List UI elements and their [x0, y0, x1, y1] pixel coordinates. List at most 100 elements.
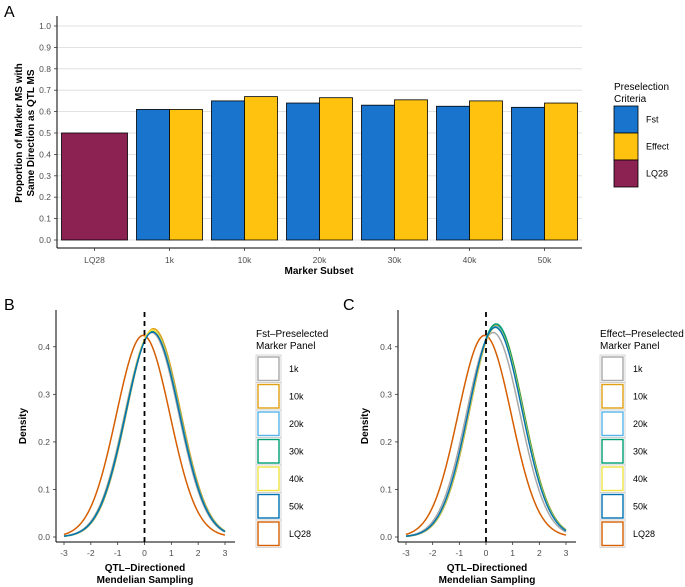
panel-a-y-tick-label: 0.0: [39, 235, 51, 245]
panel-b-x-ticks: -3 -2 -1 0 1 2 3: [60, 542, 228, 558]
panel-b-legend-title-line2: Marker Panel: [256, 341, 315, 352]
panel-a-y-tick-label: 0.9: [39, 42, 51, 52]
panel-b-x-tick-label: 2: [196, 548, 201, 558]
panel-b-y-tick-label: 0.1: [38, 484, 50, 494]
panel-c-y-tick-label: 0.1: [380, 484, 392, 494]
legend-label-c-30k: 30k: [633, 446, 648, 456]
legend-swatch-c-20k: [601, 411, 624, 437]
panel-a-legend: Preselection Criteria Fst Effect LQ28: [613, 82, 669, 188]
bar-effect-20k: [319, 97, 353, 241]
legend-label-c-lq28: LQ28: [633, 529, 655, 539]
legend-key-c-lq28: [599, 519, 626, 548]
panel-b-y-tick-label: 0.4: [38, 342, 50, 352]
panel-b-x-tick-label: 3: [223, 548, 228, 558]
panel-b-x-tick-label: 1: [169, 548, 174, 558]
panel-c-y-title: Density: [360, 408, 371, 445]
legend-swatch-lq28: [613, 159, 639, 188]
legend-label-b-lq28: LQ28: [289, 529, 311, 539]
panel-b-y-ticks: 0.0 0.1 0.2 0.3 0.4: [38, 342, 56, 542]
legend-label-c-40k: 40k: [633, 474, 648, 484]
panel-a-x-tick-label: 50k: [538, 255, 552, 265]
panel-a-x-title: Marker Subset: [285, 266, 355, 277]
panel-a-y-tick-label: 0.2: [39, 192, 51, 202]
bar-fst-20k: [286, 102, 320, 241]
panel-b-x-tick-label: 0: [142, 548, 147, 558]
panel-a-x-tick-label: 30k: [388, 255, 402, 265]
panel-c-x-tick-label: -1: [456, 548, 464, 558]
panel-a-y-tick-label: 0.7: [39, 85, 51, 95]
panel-c-x-tick-label: -3: [402, 548, 410, 558]
legend-key-b-1k: [255, 354, 282, 383]
panel-b-x-tick-label: -1: [114, 548, 122, 558]
panel-a-y-tick-label: 0.4: [39, 149, 51, 159]
legend-label-c-10k: 10k: [633, 391, 648, 401]
panel-c-density-chart: 0.0 0.1 0.2 0.3 0.4 -3 -2 -1 0 1 2 3 Density QTL–D…: [360, 310, 684, 586]
panel-c-y-tick-label: 0.2: [380, 437, 392, 447]
legend-swatch-b-1k: [257, 356, 280, 382]
legend-swatch-b-40k: [257, 466, 280, 492]
legend-key-b-10k: [255, 382, 282, 411]
bar-effect-50k: [544, 102, 578, 241]
panel-a-x-tick-label: LQ28: [84, 255, 105, 265]
panel-b-y-tick-label: 0.3: [38, 389, 50, 399]
legend-key-c-1k: [599, 354, 626, 383]
panel-c-x-tick-label: 2: [537, 548, 542, 558]
panel-c-legend: Effect–Preselected Marker Panel 1k 10k 20k…: [599, 329, 684, 548]
legend-label-b-50k: 50k: [289, 501, 304, 511]
panel-c-x-tick-label: 0: [484, 548, 489, 558]
panel-b-density-chart: 0.0 0.1 0.2 0.3 0.4 -3 -2 -1 0 1 2 3 Density QTL–D…: [18, 310, 328, 586]
panel-b-x-title-line1: QTL–Directioned: [105, 563, 186, 574]
panel-c-x-tick-label: 3: [564, 548, 569, 558]
legend-label-c-50k: 50k: [633, 501, 648, 511]
panel-c-x-ticks: -3 -2 -1 0 1 2 3: [402, 542, 569, 558]
panel-a-y-title-line1: Proportion of Marker MS with: [14, 63, 25, 202]
bar-fst-40k: [436, 105, 470, 241]
legend-key-c-30k: [599, 437, 626, 466]
legend-key-b-20k: [255, 409, 282, 438]
legend-swatch-c-1k: [601, 356, 624, 382]
panel-a-x-tick-label: 40k: [463, 255, 477, 265]
legend-label-b-10k: 10k: [289, 391, 304, 401]
bar-fst-50k: [511, 106, 545, 241]
legend-label-b-40k: 40k: [289, 474, 304, 484]
panel-a-x-tick-label: 20k: [313, 255, 327, 265]
panel-a-x-ticks: LQ28 1k 10k 20k 30k 40k 50k: [84, 248, 552, 265]
legend-key-c-20k: [599, 409, 626, 438]
legend-swatch-effect: [613, 132, 639, 161]
legend-label-c-1k: 1k: [633, 364, 643, 374]
panel-label-b: B: [4, 297, 15, 314]
bar-effect-1k: [169, 109, 203, 241]
panel-b-y-title: Density: [18, 408, 29, 445]
panel-label-c: C: [343, 297, 355, 314]
legend-label-b-30k: 30k: [289, 446, 304, 456]
panel-a-bar-chart: 0.0 0.1 0.2 0.3 0.4 0.5 0.6 0.7 0.8 0.9 1.0 LQ28 1k…: [14, 16, 669, 277]
legend-key-c-10k: [599, 382, 626, 411]
bar-effect-30k: [394, 99, 428, 241]
legend-label-b-1k: 1k: [289, 364, 299, 374]
panel-a-y-tick-label: 0.8: [39, 64, 51, 74]
bar-fst-30k: [361, 104, 395, 241]
legend-label-lq28: LQ28: [646, 169, 668, 179]
legend-label-effect: Effect: [646, 142, 669, 152]
panel-a-y-tick-label: 0.3: [39, 171, 51, 181]
legend-swatch-b-10k: [257, 383, 280, 409]
panel-b-x-tick-label: -2: [87, 548, 95, 558]
panel-c-x-tick-label: 1: [510, 548, 515, 558]
panel-c-x-title-line1: QTL–Directioned: [447, 563, 528, 574]
legend-key-c-50k: [599, 492, 626, 521]
legend-swatch-c-10k: [601, 383, 624, 409]
panel-a-y-tick-label: 0.1: [39, 214, 51, 224]
panel-c-y-tick-label: 0.4: [380, 342, 392, 352]
panel-b-legend-title-line1: Fst–Preselected: [256, 329, 328, 340]
legend-key-b-30k: [255, 437, 282, 466]
legend-swatch-b-20k: [257, 411, 280, 437]
panel-a-x-tick-label: 1k: [165, 255, 175, 265]
bar-fst-10k: [211, 100, 245, 241]
panel-a-bars: [61, 96, 578, 241]
legend-swatch-c-30k: [601, 438, 624, 464]
legend-swatch-b-50k: [257, 493, 280, 519]
panel-a-y-tick-label: 0.5: [39, 128, 51, 138]
panel-c-x-tick-label: -2: [429, 548, 437, 558]
panel-c-x-title-line2: Mendelian Sampling: [439, 575, 536, 586]
legend-swatch-b-30k: [257, 438, 280, 464]
